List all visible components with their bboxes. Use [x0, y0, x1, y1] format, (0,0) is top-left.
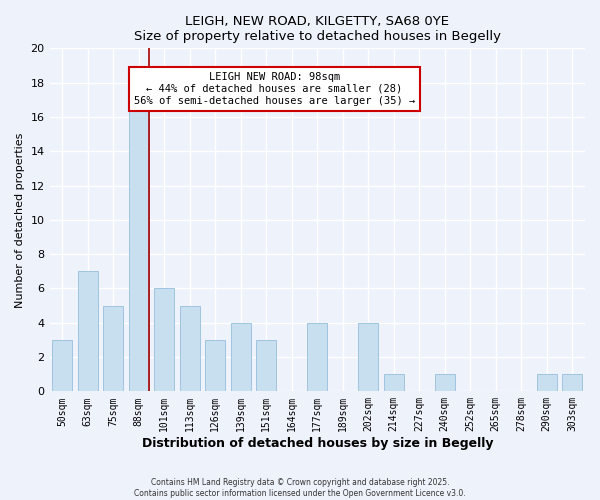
Bar — [103, 306, 124, 392]
Bar — [358, 322, 379, 392]
Bar — [179, 306, 200, 392]
Bar — [52, 340, 73, 392]
Bar — [205, 340, 226, 392]
Bar — [383, 374, 404, 392]
Bar — [434, 374, 455, 392]
X-axis label: Distribution of detached houses by size in Begelly: Distribution of detached houses by size … — [142, 437, 493, 450]
Bar — [230, 322, 251, 392]
Bar — [154, 288, 175, 392]
Y-axis label: Number of detached properties: Number of detached properties — [15, 132, 25, 308]
Bar — [536, 374, 557, 392]
Bar — [256, 340, 277, 392]
Bar — [128, 100, 149, 392]
Bar — [562, 374, 583, 392]
Title: LEIGH, NEW ROAD, KILGETTY, SA68 0YE
Size of property relative to detached houses: LEIGH, NEW ROAD, KILGETTY, SA68 0YE Size… — [134, 15, 501, 43]
Bar — [77, 272, 98, 392]
Bar — [307, 322, 328, 392]
Text: Contains HM Land Registry data © Crown copyright and database right 2025.
Contai: Contains HM Land Registry data © Crown c… — [134, 478, 466, 498]
Text: LEIGH NEW ROAD: 98sqm
← 44% of detached houses are smaller (28)
56% of semi-deta: LEIGH NEW ROAD: 98sqm ← 44% of detached … — [134, 72, 415, 106]
